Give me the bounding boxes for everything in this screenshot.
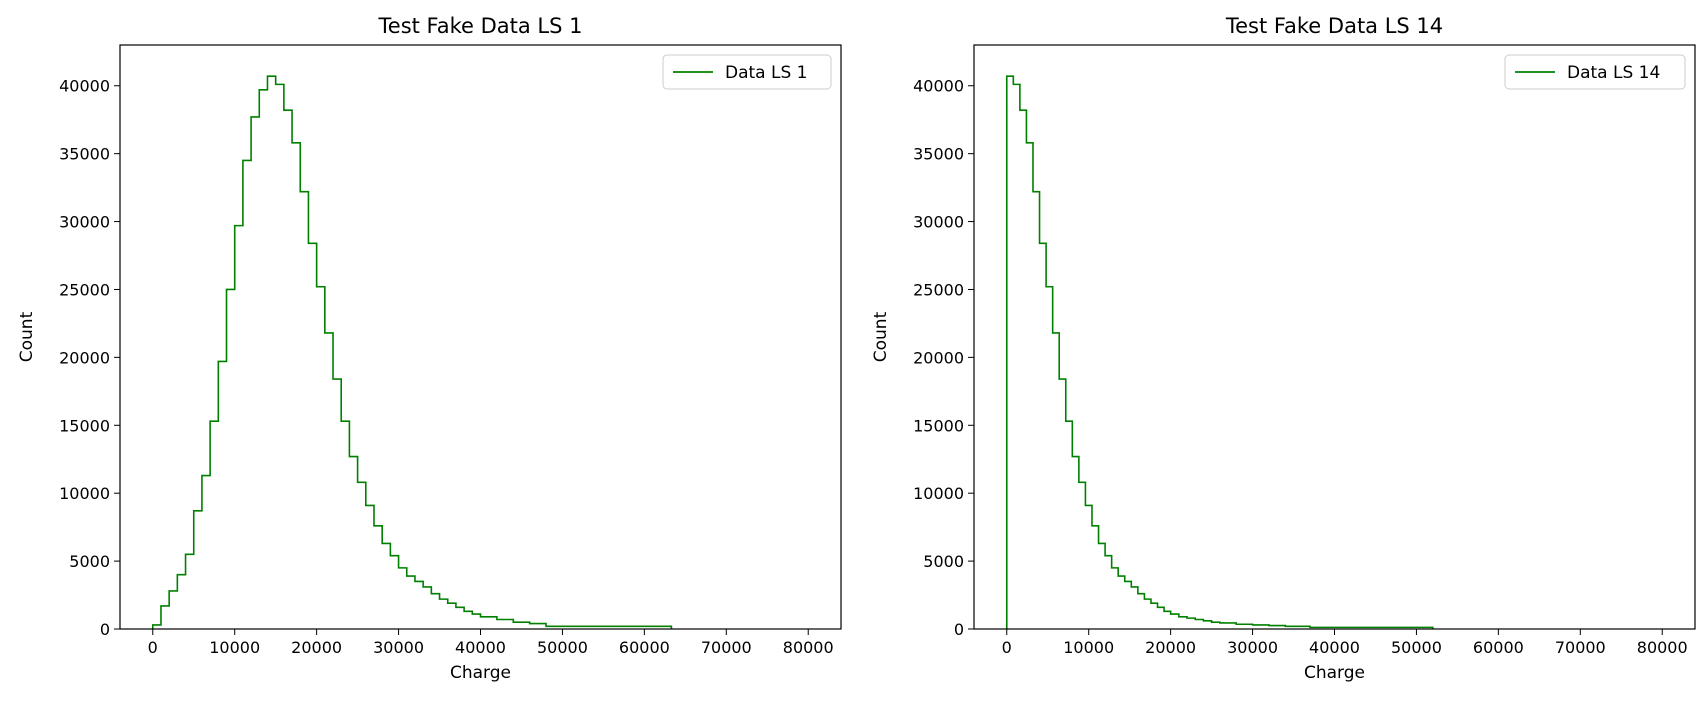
legend-entry: Data LS 14 xyxy=(1567,63,1660,83)
y-tick-label: 0 xyxy=(954,620,964,639)
chart-title: Test Fake Data LS 14 xyxy=(1225,14,1443,38)
legend-box xyxy=(1504,54,1686,90)
y-tick-label: 30000 xyxy=(913,213,964,232)
x-tick-label: 60000 xyxy=(619,638,670,657)
y-axis-label: Count xyxy=(17,311,37,362)
y-tick-label: 40000 xyxy=(59,77,110,96)
y-tick-label: 15000 xyxy=(913,416,964,435)
legend-box xyxy=(662,54,832,90)
y-tick-label: 10000 xyxy=(59,484,110,503)
x-tick-label: 20000 xyxy=(291,638,342,657)
x-tick-label: 50000 xyxy=(537,638,588,657)
y-tick-label: 20000 xyxy=(913,348,964,367)
x-tick-label: 10000 xyxy=(1063,638,1114,657)
legend: Data LS 14 xyxy=(1504,54,1686,90)
y-tick-label: 35000 xyxy=(913,145,964,164)
x-tick-label: 0 xyxy=(1002,638,1012,657)
y-tick-label: 15000 xyxy=(59,416,110,435)
x-tick-label: 10000 xyxy=(209,638,260,657)
y-tick-label: 25000 xyxy=(59,280,110,299)
y-tick-label: 35000 xyxy=(59,145,110,164)
x-tick-label: 80000 xyxy=(1637,638,1688,657)
y-tick-label: 5000 xyxy=(923,552,964,571)
x-tick-label: 0 xyxy=(148,638,158,657)
x-axis-label: Charge xyxy=(1304,663,1365,683)
y-tick-label: 25000 xyxy=(913,280,964,299)
x-tick-label: 70000 xyxy=(701,638,752,657)
legend-entry: Data LS 1 xyxy=(725,63,807,83)
legend: Data LS 1 xyxy=(662,54,832,90)
y-tick-label: 5000 xyxy=(69,552,110,571)
x-tick-label: 40000 xyxy=(455,638,506,657)
x-tick-label: 40000 xyxy=(1309,638,1360,657)
x-tick-label: 60000 xyxy=(1473,638,1524,657)
x-tick-label: 50000 xyxy=(1391,638,1442,657)
x-tick-label: 30000 xyxy=(373,638,424,657)
subplot-right: Test Fake Data LS 14 0 10000 20000 30000 4000… xyxy=(871,14,1696,683)
x-axis-label: Charge xyxy=(450,663,511,683)
y-tick-label: 20000 xyxy=(59,348,110,367)
x-tick-label: 80000 xyxy=(783,638,834,657)
plot-frame xyxy=(973,44,1696,630)
subplot-left: Test Fake Data LS 1 0 10000 20000 30000 40000… xyxy=(17,14,842,683)
x-tick-label: 70000 xyxy=(1555,638,1606,657)
histogram-series-line xyxy=(1005,75,1434,629)
y-tick-label: 0 xyxy=(100,620,110,639)
y-tick-label: 10000 xyxy=(913,484,964,503)
plot-frame xyxy=(119,44,842,630)
y-tick-label: 40000 xyxy=(913,77,964,96)
x-tick-label: 30000 xyxy=(1227,638,1278,657)
chart-title: Test Fake Data LS 1 xyxy=(378,14,583,38)
y-tick-label: 30000 xyxy=(59,213,110,232)
y-axis-label: Count xyxy=(871,311,891,362)
histogram-series-line xyxy=(151,75,673,629)
x-tick-label: 20000 xyxy=(1145,638,1196,657)
